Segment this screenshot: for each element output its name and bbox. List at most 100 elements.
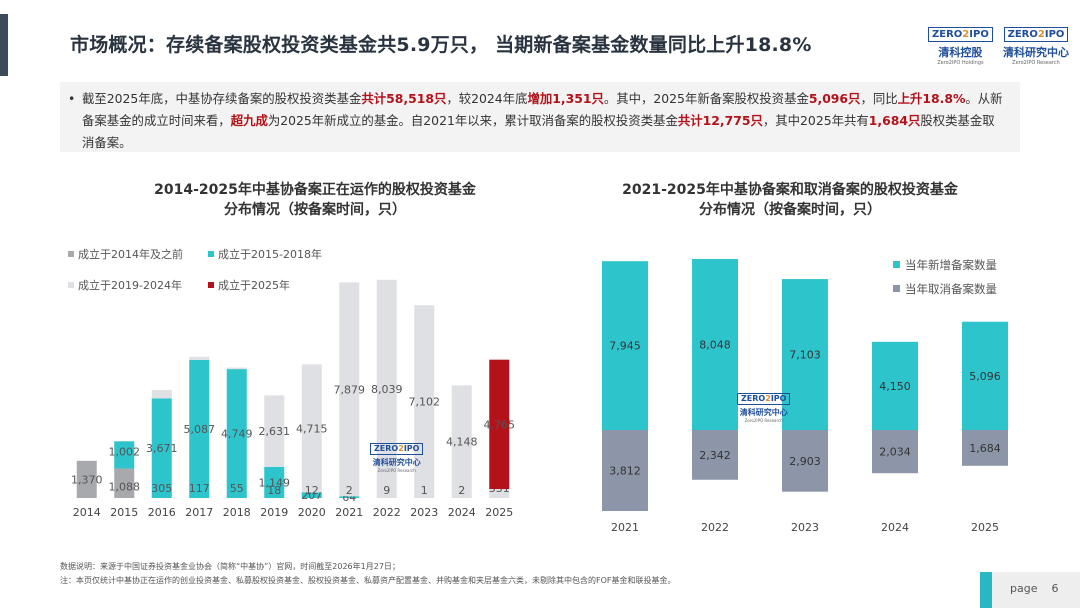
x-tick-label: 2022 bbox=[701, 521, 729, 534]
data-label: 1,684 bbox=[969, 442, 1001, 455]
bar-segment bbox=[489, 359, 510, 490]
summary-segment: 为2025年新成立的基金。自2021年以来，累计取消备案的股权投资类基金 bbox=[267, 113, 678, 128]
data-label: 4,150 bbox=[879, 380, 911, 393]
summary-highlight: 5,096只 bbox=[808, 91, 861, 106]
summary-highlight: 共计58,518只 bbox=[361, 91, 447, 106]
bar-new-filings bbox=[962, 321, 1008, 430]
bar-segment bbox=[226, 367, 247, 370]
bar-segment bbox=[414, 305, 435, 498]
accent-bar bbox=[0, 14, 8, 76]
bar-cancellations bbox=[872, 430, 918, 474]
summary-highlight: 共计12,775只 bbox=[677, 113, 763, 128]
summary-text: 截至2025年底，中基协存续备案的股权投资类基金共计58,518只，较2024年… bbox=[60, 82, 1020, 154]
data-label: 7,102 bbox=[409, 396, 441, 409]
data-label: 207 bbox=[301, 489, 322, 502]
x-tick-label: 2020 bbox=[298, 506, 326, 519]
legend-label: 当年取消备案数量 bbox=[905, 282, 997, 296]
bar-segment bbox=[151, 390, 172, 399]
data-label: 1,370 bbox=[71, 473, 103, 486]
left-chart-title: 2014-2025年中基协备案正在运作的股权投资基金 分布情况（按备案时间，只） bbox=[154, 182, 476, 218]
bar-cancellations bbox=[962, 430, 1008, 466]
right-chart-title: 2021-2025年中基协备案和取消备案的股权投资基金 分布情况（按备案时间，只… bbox=[622, 182, 958, 218]
x-tick-label: 2019 bbox=[260, 506, 288, 519]
summary-highlight: 超九成 bbox=[230, 113, 268, 128]
data-label: 2,034 bbox=[879, 446, 911, 459]
summary-segment: 截至2025年底，中基协存续备案的股权投资类基金 bbox=[82, 91, 362, 106]
legend-swatch bbox=[208, 251, 214, 257]
legend-swatch bbox=[893, 285, 900, 292]
x-tick-label: 2017 bbox=[185, 506, 213, 519]
bar-segment bbox=[451, 385, 472, 498]
summary-segment: ，同比 bbox=[860, 91, 898, 106]
x-tick-label: 2023 bbox=[410, 506, 438, 519]
summary-segment: ，较2024年底 bbox=[446, 91, 528, 106]
legend-swatch bbox=[893, 261, 900, 268]
summary-segment: 。其中，2025年新备案股权投资基金 bbox=[603, 91, 809, 106]
data-label: 18 bbox=[267, 484, 281, 497]
x-tick-label: 2015 bbox=[110, 506, 138, 519]
legend-label: 当年新增备案数量 bbox=[905, 258, 997, 272]
legend-swatch bbox=[208, 282, 214, 288]
data-label: 2,903 bbox=[789, 455, 821, 468]
footnote-note: 注：本页仅统计中基协正在运作的创业投资基金、私募股权投资基金、股权投资基金、私募… bbox=[60, 576, 676, 585]
page-number: 6 bbox=[1051, 582, 1059, 595]
data-label: 305 bbox=[151, 482, 172, 495]
page-label: page bbox=[1010, 582, 1038, 595]
x-tick-label: 2022 bbox=[373, 506, 401, 519]
data-label: 55 bbox=[230, 482, 244, 495]
bar-segment bbox=[339, 282, 360, 497]
x-tick-label: 2025 bbox=[485, 506, 513, 519]
data-label: 4,765 bbox=[484, 418, 516, 431]
bar-segment bbox=[114, 468, 135, 498]
bar-new-filings bbox=[602, 261, 648, 430]
data-label: 7,879 bbox=[334, 383, 366, 396]
footnote-source: 数据说明：来源于中国证券投资基金业协会（简称“中基协”）官网，时间截至2026年… bbox=[60, 562, 400, 571]
data-label: 7,103 bbox=[789, 349, 821, 362]
bar-cancellations bbox=[782, 430, 828, 492]
data-label: 4,148 bbox=[446, 436, 478, 449]
data-label: 4,749 bbox=[221, 428, 253, 441]
bar-new-filings bbox=[692, 258, 738, 430]
bar-new-filings bbox=[872, 341, 918, 430]
bar-segment bbox=[264, 466, 285, 498]
bar-cancellations bbox=[602, 430, 648, 512]
data-label: 1,088 bbox=[109, 480, 141, 493]
bar-segment bbox=[301, 364, 322, 493]
data-label: 1,149 bbox=[259, 476, 291, 489]
data-label: 4,715 bbox=[296, 422, 328, 435]
x-tick-label: 2025 bbox=[971, 521, 999, 534]
bar-segment bbox=[151, 398, 172, 498]
legend-swatch bbox=[68, 282, 74, 288]
legend-label: 成立于2025年 bbox=[218, 278, 290, 292]
data-label: 12 bbox=[305, 484, 319, 497]
x-tick-label: 2021 bbox=[335, 506, 363, 519]
qingke-holdings-logo: ZERO2IPO 清科控股 Zero2IPO Holdings bbox=[928, 22, 993, 66]
data-label: 3,671 bbox=[146, 442, 178, 455]
zero2ipo-research-logo: ZERO2IPO 清科研究中心 Zero2IPO Research bbox=[1003, 27, 1069, 66]
x-tick-label: 2023 bbox=[791, 521, 819, 534]
data-label: 2,342 bbox=[699, 449, 731, 462]
legend-label: 成立于2019-2024年 bbox=[78, 278, 182, 292]
bar-segment bbox=[226, 369, 247, 498]
page-indicator: page 6 bbox=[980, 572, 1080, 608]
x-tick-label: 2016 bbox=[148, 506, 176, 519]
data-label: 1,002 bbox=[109, 445, 141, 458]
bar-segment bbox=[76, 460, 97, 498]
bar-segment bbox=[264, 395, 285, 467]
x-tick-label: 2024 bbox=[881, 521, 909, 534]
right-bar-chart: 7,945 3,812 2021 8,048 2,342 2022 7,103 2,903 20… bbox=[602, 258, 1008, 534]
data-label: 8,039 bbox=[371, 383, 403, 396]
summary-box: 截至2025年底，中基协存续备案的股权投资类基金共计58,518只，较2024年… bbox=[60, 82, 1020, 152]
data-label: 5,087 bbox=[184, 423, 216, 436]
summary-segment: 。从新备案基金的成立时间来看， bbox=[82, 91, 1003, 128]
bar-segment bbox=[114, 441, 135, 469]
bar-cancellations bbox=[692, 430, 738, 480]
legend-label: 成立于2015-2018年 bbox=[218, 247, 322, 261]
summary-highlight: 1,684只 bbox=[868, 113, 921, 128]
legend-swatch bbox=[68, 251, 74, 257]
watermark-logo-right: ZERO2IPO 清科研究中心 Zero2IPO Research bbox=[737, 386, 791, 430]
x-tick-label: 2018 bbox=[223, 506, 251, 519]
data-label: 3,812 bbox=[609, 465, 641, 478]
data-label: 5,096 bbox=[969, 370, 1001, 383]
data-label: 1 bbox=[421, 484, 428, 497]
